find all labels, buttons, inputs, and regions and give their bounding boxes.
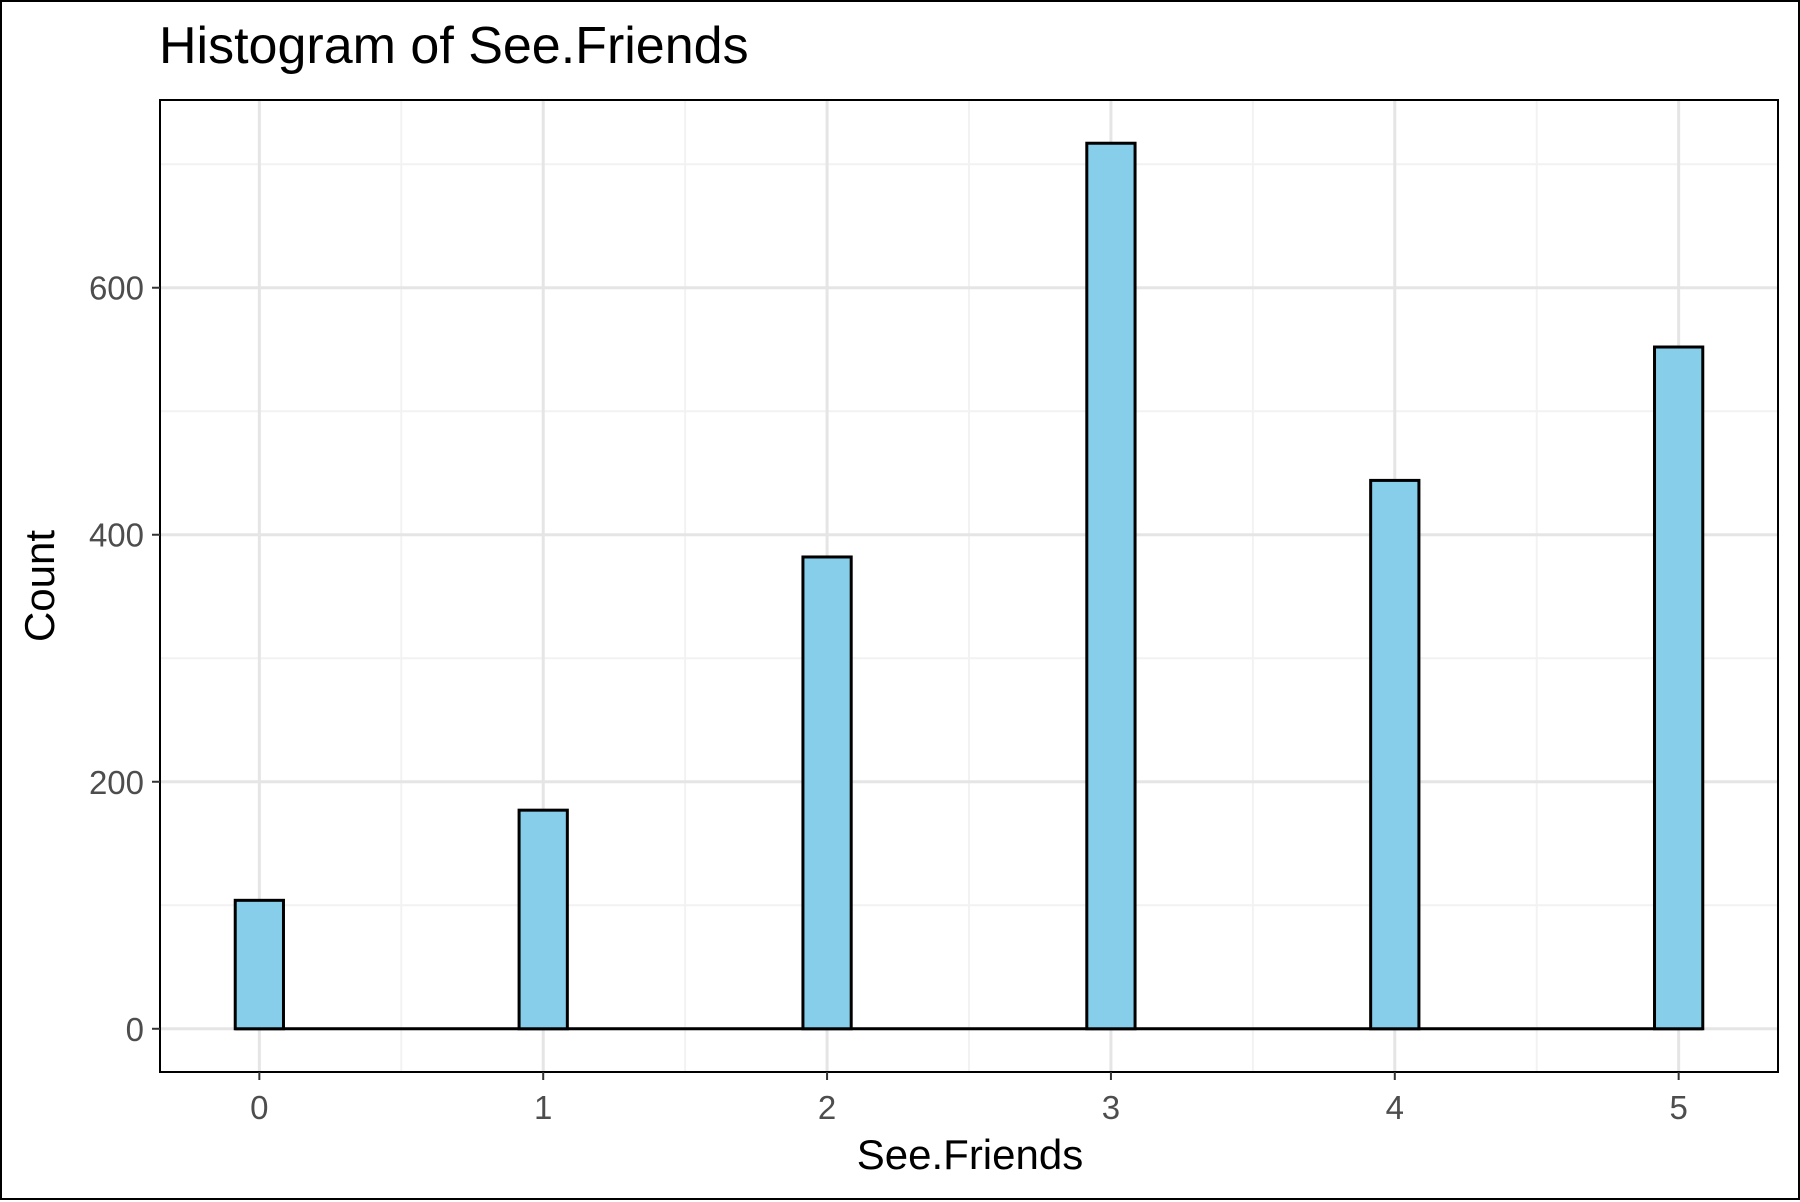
x-tick-label: 5 [1669, 1089, 1687, 1126]
histogram-bar-3 [1085, 141, 1137, 1031]
x-tick-label: 4 [1386, 1089, 1404, 1126]
y-axis-title: Count [16, 530, 63, 642]
histogram-bar-4 [1369, 478, 1421, 1031]
histogram-bar-1 [517, 808, 569, 1031]
x-tick-label: 2 [818, 1089, 836, 1126]
x-tick-label: 3 [1102, 1089, 1120, 1126]
grid-layer [160, 100, 1778, 1072]
panel-border [159, 99, 1779, 1073]
chart-title: Histogram of See.Friends [159, 17, 749, 75]
histogram-bar-2 [801, 555, 853, 1031]
x-tick-label: 0 [250, 1089, 268, 1126]
y-tick-label: 600 [89, 270, 144, 307]
histogram-bar-5 [1653, 345, 1705, 1031]
x-axis-title: See.Friends [857, 1131, 1083, 1178]
y-tick-label: 400 [89, 517, 144, 554]
histogram-bar-0 [233, 898, 285, 1031]
y-tick-label: 200 [89, 764, 144, 801]
axes-layer: 0 200 400 600 0 1 2 3 4 5 [89, 99, 1779, 1126]
bars-layer [233, 141, 1705, 1031]
y-tick-label: 0 [126, 1011, 144, 1048]
x-tick-label: 1 [534, 1089, 552, 1126]
